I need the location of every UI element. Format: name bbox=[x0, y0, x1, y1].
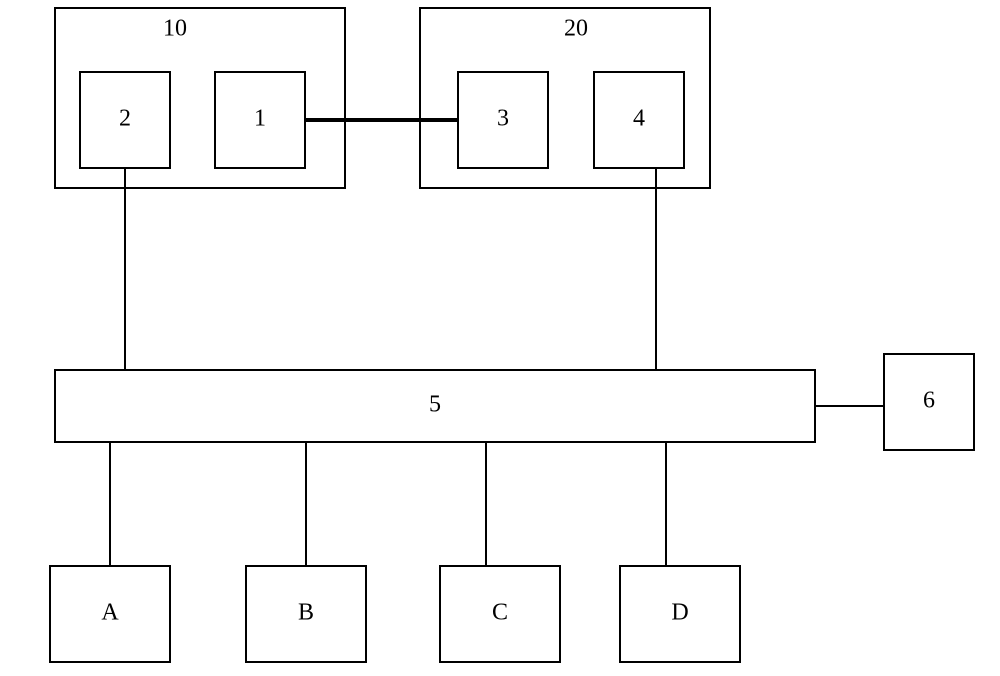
groups-layer: 10 20 bbox=[55, 8, 710, 188]
group-label-g20: 20 bbox=[564, 16, 588, 42]
node-label-n6: 6 bbox=[923, 388, 935, 414]
node-label-nD: D bbox=[671, 600, 688, 626]
group-g10 bbox=[55, 8, 345, 188]
node-label-nA: A bbox=[101, 600, 119, 626]
block-diagram: 10 20 2 1 3 4 5 6 A B C D bbox=[0, 0, 1000, 676]
node-label-n4: 4 bbox=[633, 106, 645, 132]
node-label-n3: 3 bbox=[497, 106, 509, 132]
node-label-n2: 2 bbox=[119, 106, 131, 132]
node-label-n1: 1 bbox=[254, 106, 266, 132]
node-label-nC: C bbox=[492, 600, 508, 626]
node-label-n5: 5 bbox=[429, 392, 441, 418]
node-label-nB: B bbox=[298, 600, 314, 626]
edges-layer bbox=[110, 120, 884, 566]
nodes-layer: 2 1 3 4 5 6 A B C D bbox=[50, 72, 974, 662]
group-label-g10: 10 bbox=[163, 16, 187, 42]
